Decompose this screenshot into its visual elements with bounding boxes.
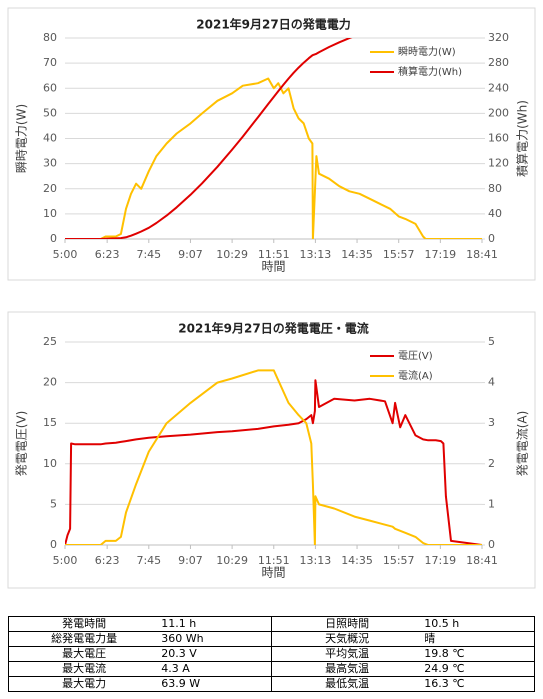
legend-label: 電流(A): [398, 369, 433, 382]
y-tick-label: 10: [43, 207, 57, 220]
label-cell: 日照時間: [270, 616, 423, 632]
chart-frame: [7, 311, 536, 589]
label-cell: 発電時間: [8, 616, 160, 632]
x-tick-label: 13:13: [300, 554, 332, 567]
y-tick-label: 30: [43, 157, 57, 170]
y-tick-label: 0: [50, 538, 57, 551]
chart-frame: [7, 7, 536, 281]
label-cell: 最大電流: [8, 661, 160, 677]
table-row: 総発電電力量 360 Wh 天気概況晴: [8, 631, 536, 647]
label-cell: 平均気温: [270, 646, 423, 662]
y-tick-label: 20: [43, 376, 57, 389]
y2-axis-label: 発電電流(A): [516, 411, 530, 477]
y2-tick-label: 4: [488, 376, 495, 389]
x-tick-label: 17:19: [424, 554, 456, 567]
y-axis-label: 瞬時電力(W): [15, 104, 29, 173]
y-tick-label: 70: [43, 56, 57, 69]
y2-tick-label: 280: [488, 56, 509, 69]
value-cell: 19.8 ℃: [422, 646, 536, 662]
label-cell: 天気概況: [270, 631, 423, 647]
y2-tick-label: 80: [488, 182, 502, 195]
value-cell: 11.1 h: [159, 616, 272, 632]
value-cell: 24.9 ℃: [422, 661, 536, 677]
x-tick-label: 15:57: [383, 248, 415, 261]
charts: 2021年9月27日の発電電力0102030405060708004080120…: [7, 7, 536, 589]
y2-tick-label: 0: [488, 232, 495, 245]
y2-tick-label: 5: [488, 335, 495, 348]
y-tick-label: 0: [50, 232, 57, 245]
label-cell: 最大電圧: [8, 646, 160, 662]
y-tick-label: 10: [43, 457, 57, 470]
label-cell: 最低気温: [270, 676, 423, 692]
x-tick-label: 6:23: [95, 554, 120, 567]
label-cell: 最大電力: [8, 676, 160, 692]
legend-label: 電圧(V): [398, 350, 433, 362]
y2-tick-label: 120: [488, 157, 509, 170]
y2-tick-label: 0: [488, 538, 495, 551]
table-row: 最大電流 4.3 A 最高気温 24.9 ℃: [8, 661, 536, 677]
y2-tick-label: 160: [488, 132, 509, 145]
y2-tick-label: 2: [488, 457, 495, 470]
y2-tick-label: 200: [488, 106, 509, 119]
x-tick-label: 11:51: [258, 248, 290, 261]
legend-label: 瞬時電力(W): [398, 45, 456, 58]
table-row: 最大電力 63.9 W 最低気温 16.3 ℃: [8, 676, 536, 692]
y-tick-label: 50: [43, 106, 57, 119]
y-tick-label: 5: [50, 497, 57, 510]
x-tick-label: 11:51: [258, 554, 290, 567]
x-tick-label: 14:35: [341, 248, 373, 261]
x-axis-label: 時間: [261, 566, 285, 580]
series-line: [65, 77, 482, 239]
x-tick-label: 6:23: [95, 248, 120, 261]
table-row: 最大電圧 20.3 V 平均気温 19.8 ℃: [8, 646, 536, 662]
y-tick-label: 60: [43, 81, 57, 94]
x-tick-label: 9:07: [178, 554, 203, 567]
y-tick-label: 15: [43, 416, 57, 429]
y-tick-label: 25: [43, 335, 57, 348]
x-tick-label: 13:13: [300, 248, 332, 261]
label-cell: 総発電電力量: [8, 631, 160, 647]
value-cell: 20.3 V: [159, 646, 272, 662]
y2-tick-label: 40: [488, 207, 502, 220]
x-tick-label: 7:45: [136, 248, 161, 261]
summary-table: 発電時間 11.1 h 日照時間 10.5 h 総発電電力量 360 Wh 天気概況晴最大電…: [8, 616, 536, 692]
chart-title: 2021年9月27日の発電電力: [196, 17, 350, 32]
y-tick-label: 80: [43, 31, 57, 44]
x-tick-label: 5:00: [53, 554, 78, 567]
x-tick-label: 14:35: [341, 554, 373, 567]
x-tick-label: 15:57: [383, 554, 415, 567]
x-tick-label: 17:19: [424, 248, 456, 261]
legend-label: 積算電力(Wh): [398, 65, 462, 78]
y2-axis-label: 積算電力(Wh): [515, 100, 530, 177]
x-tick-label: 18:41: [466, 248, 498, 261]
x-tick-label: 10:29: [216, 248, 248, 261]
table-row: 発電時間 11.1 h 日照時間 10.5 h: [8, 616, 536, 632]
value-cell: 4.3 A: [159, 661, 272, 677]
x-tick-label: 9:07: [178, 248, 203, 261]
value-cell: 63.9 W: [159, 676, 272, 692]
series-line: [65, 379, 482, 545]
y2-tick-label: 320: [488, 31, 509, 44]
value-cell: 360 Wh: [159, 631, 272, 647]
y-tick-label: 20: [43, 182, 57, 195]
y-tick-label: 40: [43, 132, 57, 145]
y-axis-label: 発電電圧(V): [15, 411, 29, 477]
value-cell: 16.3 ℃: [422, 676, 536, 692]
series-line: [65, 369, 482, 545]
x-axis-label: 時間: [261, 260, 285, 274]
y2-tick-label: 1: [488, 497, 495, 510]
y2-tick-label: 3: [488, 416, 495, 429]
x-tick-label: 18:41: [466, 554, 498, 567]
value-cell: 晴: [422, 631, 536, 647]
label-cell: 最高気温: [270, 661, 423, 677]
x-tick-label: 10:29: [216, 554, 248, 567]
value-cell: 10.5 h: [422, 616, 536, 632]
chart-title: 2021年9月27日の発電電圧・電流: [178, 321, 368, 336]
x-tick-label: 7:45: [136, 554, 161, 567]
y2-tick-label: 240: [488, 81, 509, 94]
series-line: [65, 38, 353, 239]
x-tick-label: 5:00: [53, 248, 78, 261]
